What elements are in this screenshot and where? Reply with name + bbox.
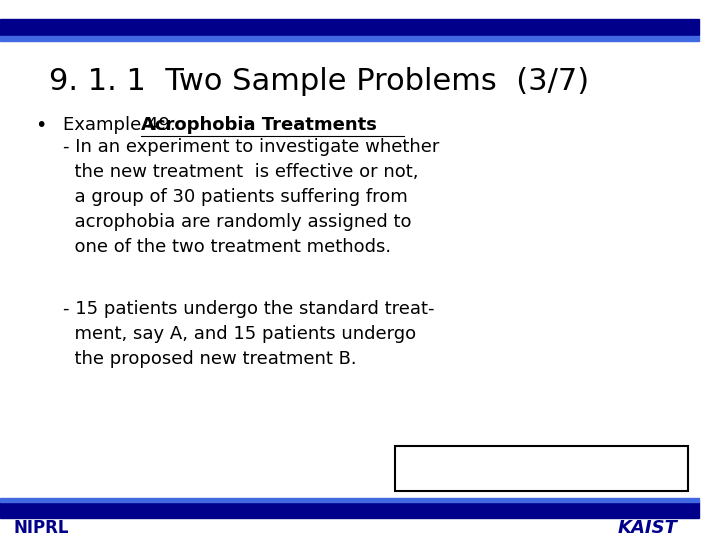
Text: •: •: [35, 116, 46, 135]
Text: - 15 patients undergo the standard treat-
  ment, say A, and 15 patients undergo: - 15 patients undergo the standard treat…: [63, 300, 434, 368]
Bar: [0, 502, 699, 518]
FancyBboxPatch shape: [395, 446, 688, 491]
Bar: [0, 36, 699, 40]
Text: 4: 4: [660, 497, 668, 510]
Text: 9. 1. 1  Two Sample Problems  (3/7): 9. 1. 1 Two Sample Problems (3/7): [49, 68, 589, 97]
Text: Acrophobia Treatments: Acrophobia Treatments: [141, 116, 377, 134]
Bar: [0, 498, 699, 502]
Text: KAIST: KAIST: [618, 519, 678, 537]
Text: Fig. 9. 3  Treating acrophobia.: Fig. 9. 3 Treating acrophobia.: [413, 461, 670, 476]
Text: Example 49.: Example 49.: [63, 116, 181, 134]
Text: NIPRL: NIPRL: [14, 519, 69, 537]
Bar: [0, 19, 699, 35]
Text: - In an experiment to investigate whether
  the new treatment  is effective or n: - In an experiment to investigate whethe…: [63, 138, 439, 256]
